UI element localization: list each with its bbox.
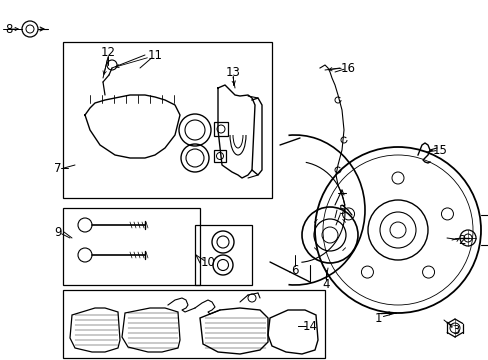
Circle shape [217,125,224,133]
Text: 7: 7 [54,162,61,175]
Text: 5: 5 [338,203,345,216]
Bar [63,290,325,358]
Text: 2: 2 [457,234,465,247]
Text: 1: 1 [373,311,381,324]
Text: 8: 8 [5,23,13,36]
Text: 6: 6 [291,264,298,276]
Text: 15: 15 [432,144,447,157]
Bar [195,225,251,285]
Text: 9: 9 [54,225,61,239]
Text: 16: 16 [340,62,355,75]
Text: 11: 11 [147,49,162,62]
Text: 3: 3 [451,324,459,337]
Bar [63,208,200,285]
Bar [214,122,227,136]
Circle shape [216,153,223,159]
Text: 14: 14 [302,320,317,333]
Bar [214,150,225,162]
Bar [63,42,271,198]
Text: 12: 12 [101,45,115,59]
Text: 10: 10 [200,256,215,270]
Text: 4: 4 [322,278,329,291]
Text: 13: 13 [225,66,240,78]
